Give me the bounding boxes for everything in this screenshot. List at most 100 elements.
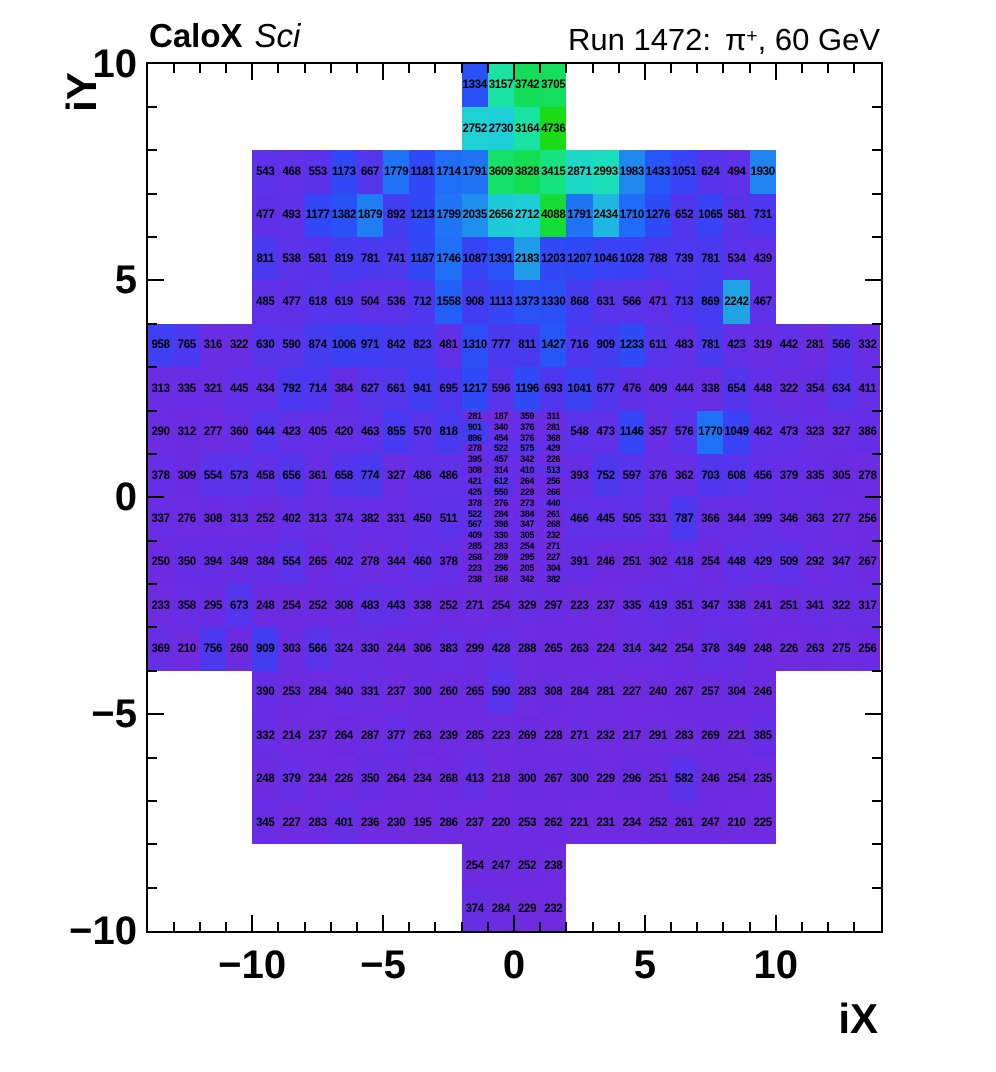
- heatmap-cell: 505: [618, 497, 645, 541]
- heatmap-cell: 254: [487, 584, 514, 628]
- heatmap-cell: 262: [540, 800, 567, 845]
- heatmap-cell: 316: [199, 323, 227, 368]
- heatmap-cell: 787: [671, 497, 698, 541]
- tick-mark: [408, 922, 411, 931]
- tick-mark: [871, 192, 881, 195]
- heatmap-cell: 229: [592, 757, 619, 801]
- heatmap-cell: 254: [697, 540, 724, 584]
- heatmap-cell: 382: [540, 573, 567, 584]
- heatmap-cell: 1714: [435, 150, 462, 194]
- heatmap-cell: 302: [644, 540, 672, 584]
- heatmap-cell: 284: [487, 508, 514, 519]
- heatmap-cell: 855: [383, 410, 410, 454]
- tick-mark: [871, 799, 881, 802]
- tick-mark: [382, 915, 385, 931]
- heatmap-cell: 239: [435, 714, 462, 758]
- heatmap-cell: 667: [356, 150, 384, 194]
- heatmap-cell: 548: [566, 410, 593, 454]
- heatmap-cell: 1207: [566, 237, 593, 281]
- tick-mark: [460, 63, 463, 73]
- heatmap-cell: 741: [383, 237, 410, 281]
- heatmap-cell: 842: [383, 323, 410, 368]
- heatmap-cell: 261: [671, 800, 698, 845]
- heatmap-cell: 340: [330, 670, 357, 715]
- heatmap-cell: 210: [173, 627, 200, 671]
- heatmap-cell: 1276: [644, 193, 672, 237]
- heatmap-cell: 781: [697, 323, 724, 368]
- heatmap-cell: 346: [775, 497, 802, 541]
- y-tick-label: 10: [92, 41, 138, 86]
- heatmap-cell: 477: [252, 193, 279, 237]
- heatmap-cell: 410: [514, 464, 541, 476]
- heatmap-cell: 448: [723, 540, 750, 584]
- heatmap-cell: 3157: [487, 63, 514, 107]
- heatmap-cell: 1427: [540, 323, 567, 368]
- tick-mark: [198, 63, 201, 73]
- heatmap-cell: 378: [697, 627, 724, 671]
- tick-mark: [696, 922, 699, 931]
- heatmap-cell: 566: [828, 323, 855, 368]
- heatmap-cell: 473: [775, 410, 802, 454]
- heatmap-cell: 712: [409, 280, 436, 324]
- x-tick-label: 0: [502, 943, 526, 987]
- tick-mark: [277, 63, 280, 73]
- tick-mark: [303, 922, 306, 931]
- heatmap-cell: 409: [644, 367, 672, 411]
- heatmap-cell: 266: [540, 486, 567, 498]
- heatmap-cell: 774: [356, 453, 384, 498]
- heatmap-cell: 314: [487, 464, 514, 476]
- heatmap-cell: 244: [383, 627, 410, 671]
- heatmap-cell: 338: [723, 584, 750, 628]
- tick-mark: [147, 583, 157, 585]
- heatmap-cell: 401: [330, 800, 357, 845]
- heatmap-cell: 619: [330, 280, 357, 324]
- tick-mark: [539, 922, 542, 931]
- tick-mark: [355, 63, 358, 73]
- heatmap-cell: 2656: [487, 193, 514, 237]
- heatmap-cell: 781: [697, 237, 724, 281]
- heatmap-cell: 221: [723, 714, 750, 758]
- heatmap-cell: 652: [671, 193, 698, 237]
- heatmap-cell: 224: [592, 627, 619, 671]
- tick-mark: [591, 63, 594, 73]
- heatmap-cell: 971: [356, 323, 384, 368]
- heatmap-cell: 268: [461, 551, 488, 563]
- heatmap-cell: 332: [854, 323, 881, 368]
- heatmap-cell: 349: [226, 540, 253, 584]
- tick-mark: [864, 713, 881, 716]
- heatmap-cell: 765: [173, 323, 200, 368]
- heatmap-cell: 265: [461, 670, 488, 715]
- heatmap-cell: 308: [330, 584, 357, 628]
- heatmap-cell: 227: [278, 800, 305, 845]
- heatmap-cell: 232: [540, 887, 567, 931]
- heatmap-cell: 296: [487, 562, 514, 574]
- tick-mark: [355, 922, 358, 931]
- heatmap-cell: 486: [435, 453, 462, 498]
- heatmap-cell: 1173: [330, 150, 357, 194]
- heatmap-cell: 554: [278, 540, 305, 584]
- heatmap-cell: 335: [801, 453, 829, 498]
- heatmap-cell: 874: [304, 323, 331, 368]
- heatmap-cell: 596: [487, 367, 514, 411]
- heatmap-cell: 278: [356, 540, 384, 584]
- tick-mark: [486, 922, 489, 931]
- heatmap-cell: 248: [749, 627, 776, 671]
- heatmap-cell: 3609: [487, 150, 514, 194]
- heatmap-cell: 703: [697, 453, 724, 498]
- heatmap-cell: 312: [173, 410, 200, 454]
- heatmap-cell: 237: [383, 670, 410, 715]
- heatmap-cell: 1065: [697, 193, 724, 237]
- heatmap-cell: 342: [514, 453, 541, 465]
- tick-mark: [147, 279, 164, 282]
- heatmap-cell: 909: [252, 627, 279, 671]
- heatmap-cell: 319: [749, 323, 776, 368]
- tick-mark: [147, 366, 157, 369]
- heatmap-cell: 566: [618, 280, 645, 324]
- heatmap-cell: 654: [723, 367, 750, 411]
- heatmap-cell: 458: [252, 453, 279, 498]
- heatmap-cell: 423: [723, 323, 750, 368]
- heatmap-cell: 223: [487, 714, 514, 758]
- heatmap-cell: 263: [801, 627, 829, 671]
- heatmap-cell: 1041: [566, 367, 593, 411]
- heatmap-cell: 277: [828, 497, 855, 541]
